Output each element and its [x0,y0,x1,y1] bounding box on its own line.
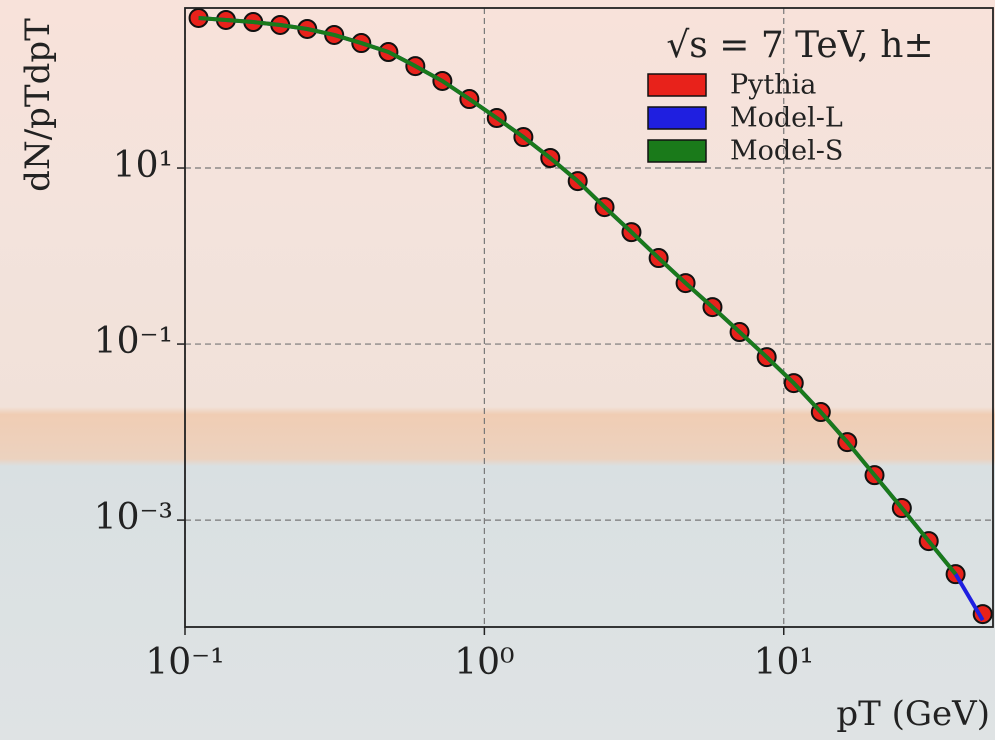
legend-label: Model-L [730,103,843,134]
x-axis-label: pT (GeV) [836,694,990,734]
y-axis-label: dN/pTdpT [18,18,58,192]
y-tick-label: 10¹ [113,145,173,186]
y-tick-label: 10⁻¹ [94,321,173,362]
x-tick-label: 10⁰ [454,642,514,683]
legend-swatch [647,106,707,130]
legend-swatch [647,139,707,163]
line [198,15,958,576]
x-tick-label: 10⁻¹ [145,642,224,683]
axes-frame [184,7,994,628]
y-tick-label: 10⁻³ [94,497,173,538]
legend-title: √s = 7 TeV, h± [666,25,933,66]
x-tick-label: 10¹ [754,642,814,683]
legend-label: Pythia [730,70,816,101]
legend-label: Model-S [730,136,843,167]
legend-swatch [647,73,707,97]
